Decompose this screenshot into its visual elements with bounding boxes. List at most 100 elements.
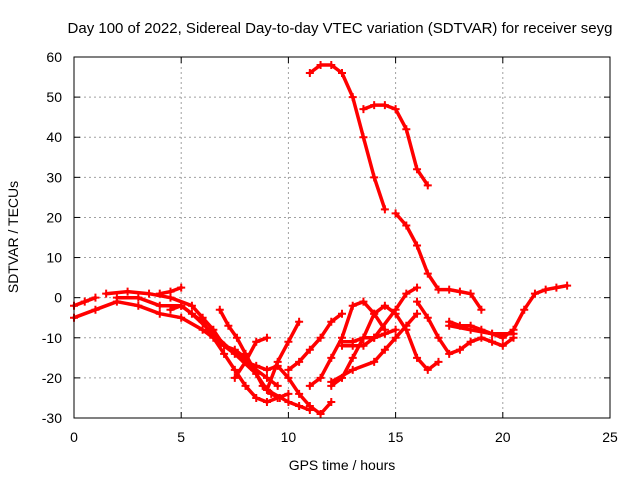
x-tick-label: 5 <box>177 429 185 445</box>
data-point <box>284 389 293 398</box>
data-point <box>145 289 154 298</box>
data-point <box>359 105 368 114</box>
series-line <box>308 299 387 388</box>
data-point <box>295 357 304 366</box>
data-point <box>241 381 250 390</box>
data-point <box>391 325 400 334</box>
data-point <box>455 345 464 354</box>
data-point <box>498 341 507 350</box>
data-point <box>252 393 261 402</box>
data-point <box>134 301 143 310</box>
series-arc-q <box>305 61 389 214</box>
data-point <box>262 385 271 394</box>
data-point <box>445 321 454 330</box>
data-point <box>275 393 284 402</box>
data-point <box>466 289 475 298</box>
series-line <box>265 319 301 392</box>
data-point <box>423 365 432 374</box>
data-point <box>380 205 389 214</box>
series-line <box>233 336 269 380</box>
series-arc-r <box>359 101 432 190</box>
data-point <box>380 101 389 110</box>
data-point <box>423 313 432 322</box>
data-point <box>370 357 379 366</box>
data-point <box>520 305 529 314</box>
data-point <box>215 305 224 314</box>
data-point <box>391 305 400 314</box>
data-point <box>391 333 400 342</box>
data-point <box>338 69 346 78</box>
data-point <box>316 373 325 382</box>
data-point <box>305 69 314 78</box>
data-point <box>316 333 325 342</box>
series-arc-k <box>284 309 346 374</box>
data-point <box>273 381 282 390</box>
data-point <box>466 325 475 334</box>
data-point <box>338 341 346 350</box>
data-point <box>434 357 443 366</box>
data-point <box>348 365 357 374</box>
y-tick-label: -10 <box>42 330 62 346</box>
data-point <box>327 353 336 362</box>
data-point <box>434 333 443 342</box>
data-point <box>187 301 196 310</box>
data-point <box>327 397 336 406</box>
data-point <box>348 93 357 102</box>
data-point <box>413 353 422 362</box>
data-point <box>284 337 293 346</box>
data-point <box>488 337 497 346</box>
data-point <box>166 305 175 314</box>
data-point <box>198 325 207 334</box>
data-point <box>563 281 572 290</box>
data-point <box>230 373 239 382</box>
data-point <box>155 309 164 318</box>
data-point <box>380 345 389 354</box>
data-point <box>177 301 186 310</box>
data-point <box>413 165 422 174</box>
series-arc-j <box>262 317 304 394</box>
data-point <box>413 309 422 318</box>
data-point <box>134 293 143 302</box>
series-line <box>447 323 516 336</box>
data-point <box>273 357 282 366</box>
data-point <box>262 397 271 406</box>
data-point <box>413 241 422 250</box>
data-point <box>477 305 486 314</box>
data-point <box>232 333 241 342</box>
data-point <box>262 365 271 374</box>
data-point <box>91 293 100 302</box>
data-point <box>284 365 293 374</box>
data-point <box>413 297 422 306</box>
data-point <box>80 297 89 306</box>
data-point <box>370 309 379 318</box>
data-point <box>370 101 379 110</box>
data-point <box>359 333 368 342</box>
data-point <box>488 329 497 338</box>
data-point <box>230 365 239 374</box>
y-axis-title: SDTVAR / TECUs <box>5 181 21 293</box>
data-point <box>530 289 539 298</box>
data-point <box>252 361 261 370</box>
data-point <box>327 61 336 70</box>
data-point <box>284 373 293 382</box>
data-point <box>327 317 336 326</box>
series-arc-f <box>166 301 314 414</box>
data-point <box>541 285 550 294</box>
data-point <box>258 381 267 390</box>
data-point <box>402 289 411 298</box>
data-point <box>250 365 259 374</box>
data-point <box>359 341 368 350</box>
data-point <box>284 397 293 406</box>
data-point <box>316 409 325 418</box>
data-point <box>327 377 336 386</box>
series-arc-i <box>241 357 336 418</box>
series-arc-p <box>327 309 422 386</box>
data-point <box>338 309 346 318</box>
data-point <box>359 297 368 306</box>
series-line <box>415 299 516 356</box>
x-tick-label: 25 <box>602 429 618 445</box>
y-tick-label: 30 <box>46 169 62 185</box>
data-point <box>413 283 422 292</box>
series-line <box>308 63 387 212</box>
data-point <box>423 269 432 278</box>
